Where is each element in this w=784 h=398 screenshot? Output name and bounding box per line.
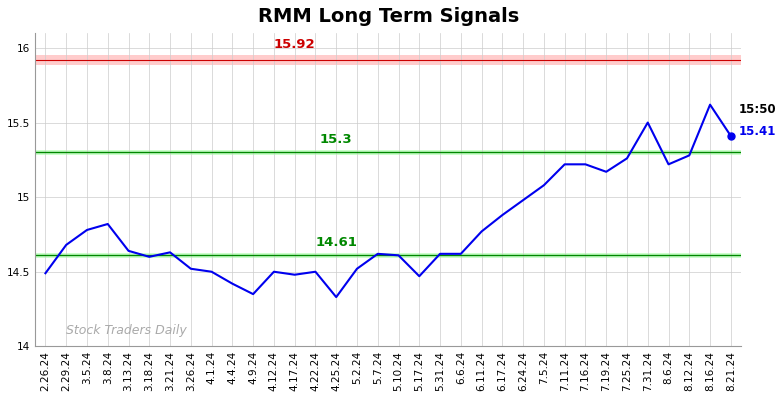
Text: 15.3: 15.3 [320, 133, 353, 146]
Text: 15.41: 15.41 [739, 125, 776, 138]
Text: 15.92: 15.92 [274, 38, 315, 51]
Bar [35, 55, 741, 65]
Text: 15:50: 15:50 [739, 103, 777, 116]
Text: 14.61: 14.61 [315, 236, 358, 250]
Bar [35, 253, 741, 258]
Title: RMM Long Term Signals: RMM Long Term Signals [257, 7, 519, 26]
Bar [35, 150, 741, 155]
Text: Stock Traders Daily: Stock Traders Daily [66, 324, 187, 338]
